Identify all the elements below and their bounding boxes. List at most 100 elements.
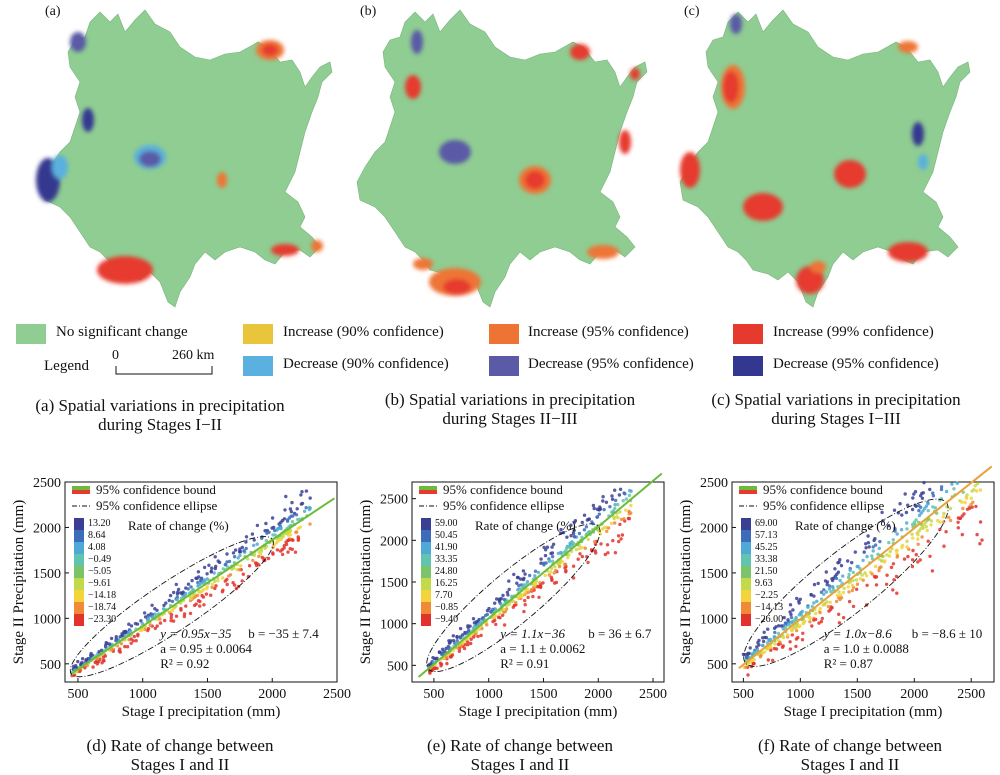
hotspot — [413, 258, 433, 270]
scatter-point — [816, 581, 820, 586]
scatter-point — [910, 564, 915, 569]
y-tick-label: 500 — [40, 658, 61, 673]
scatter-point — [260, 555, 264, 560]
map-region — [41, 9, 333, 308]
scatter-point — [91, 665, 95, 669]
scatter-point — [162, 603, 166, 608]
scatter-point — [973, 484, 977, 488]
scatter-point — [807, 614, 811, 619]
caption-line: (c) Spatial variations in precipitation — [711, 390, 961, 409]
scatter-point — [801, 631, 805, 635]
scatter-point — [842, 586, 846, 590]
scatter-point — [853, 550, 857, 554]
colorbar-segment — [421, 530, 431, 542]
scatter-point — [833, 567, 837, 571]
scatter-point — [610, 494, 614, 498]
hotspot — [888, 242, 928, 262]
scatter-point — [308, 522, 312, 526]
scatter-point — [114, 639, 118, 643]
scatter-point — [198, 578, 203, 583]
colorbar-tick-label: −0.85 — [435, 602, 458, 613]
colorbar-tick-label: −9.61 — [88, 578, 111, 589]
scatter-point — [300, 490, 304, 494]
scatter-point — [87, 657, 92, 661]
colorbar-tick-label: −26.00 — [755, 614, 783, 625]
scatter-point — [283, 508, 287, 512]
scatter-point — [592, 540, 597, 544]
scatter-point — [550, 551, 555, 555]
plot-frame — [64, 481, 338, 683]
scatter-point — [877, 546, 881, 551]
fit-equation: y = 1.1x−36 — [498, 626, 565, 641]
scatter-point — [944, 489, 949, 494]
fit-line — [72, 497, 335, 674]
colorbar-tick-label: −14.13 — [755, 602, 783, 613]
scatter-point — [443, 650, 447, 654]
scatter-point — [611, 509, 615, 513]
scatter-point — [128, 629, 133, 633]
scatter-point — [788, 610, 792, 614]
scatter-point — [952, 487, 956, 491]
hotspot — [70, 32, 86, 52]
scatter-point — [220, 590, 225, 594]
fit-r2-value: R² = 0.91 — [500, 656, 549, 671]
scatter-point — [210, 582, 215, 586]
scatter-point — [531, 594, 535, 599]
scatter-point — [616, 534, 621, 538]
x-axis-label: Stage I precipitation (mm) — [459, 704, 618, 720]
hotspot — [52, 155, 68, 179]
scatter-point — [89, 651, 93, 656]
scatter-point — [543, 573, 547, 578]
colorbar-segment — [74, 566, 84, 578]
map-c — [679, 9, 971, 308]
scatter-point — [599, 542, 603, 546]
colorbar-tick-label: −9.40 — [435, 614, 458, 625]
scatter-point — [150, 612, 154, 617]
scatter-point — [930, 569, 935, 573]
scale-max: 260 km — [172, 348, 215, 363]
scatter-point — [944, 530, 948, 534]
scatter-point — [213, 586, 217, 591]
hotspot — [443, 279, 471, 295]
scatter-point — [926, 508, 930, 513]
scatter-point — [290, 520, 295, 524]
scatter-point — [440, 647, 445, 651]
scatter-point — [819, 619, 824, 624]
scatter-point — [125, 645, 130, 649]
scatter-point — [296, 535, 300, 539]
scatter-point — [864, 542, 868, 546]
scatter-point — [202, 578, 207, 582]
scatter-point — [501, 613, 505, 617]
scatter-point — [104, 645, 108, 649]
scatter-point — [250, 532, 255, 536]
scatter-point — [547, 559, 552, 563]
y-tick-label: 2500 — [700, 476, 728, 491]
scatter-point — [240, 545, 244, 550]
scatter-point — [895, 591, 899, 595]
scatter-point — [304, 489, 309, 493]
scatter-point — [919, 511, 923, 515]
scatter-point — [864, 546, 868, 550]
scatter-point — [191, 593, 195, 597]
scatter-point — [786, 618, 790, 622]
scatter-point — [836, 570, 841, 574]
hotspot — [730, 14, 742, 34]
scatter-point — [798, 597, 802, 601]
scatter-point — [437, 650, 442, 655]
scatter-point — [530, 588, 534, 592]
scatter-point — [134, 639, 138, 643]
scatter-point — [232, 583, 237, 587]
scatter-point — [603, 552, 607, 557]
hotspot — [97, 256, 153, 284]
scatter-point — [465, 630, 469, 635]
scatter-point — [468, 624, 472, 628]
scatter-point — [580, 520, 584, 525]
scatter-point — [614, 498, 618, 503]
caption-line: during Stages I−III — [771, 409, 901, 428]
scatter-point — [864, 574, 869, 578]
scatter-point — [491, 607, 495, 612]
scatter-point — [559, 550, 563, 555]
scatter-point — [74, 665, 78, 670]
hotspot — [834, 160, 866, 188]
scatter-point — [851, 604, 856, 609]
